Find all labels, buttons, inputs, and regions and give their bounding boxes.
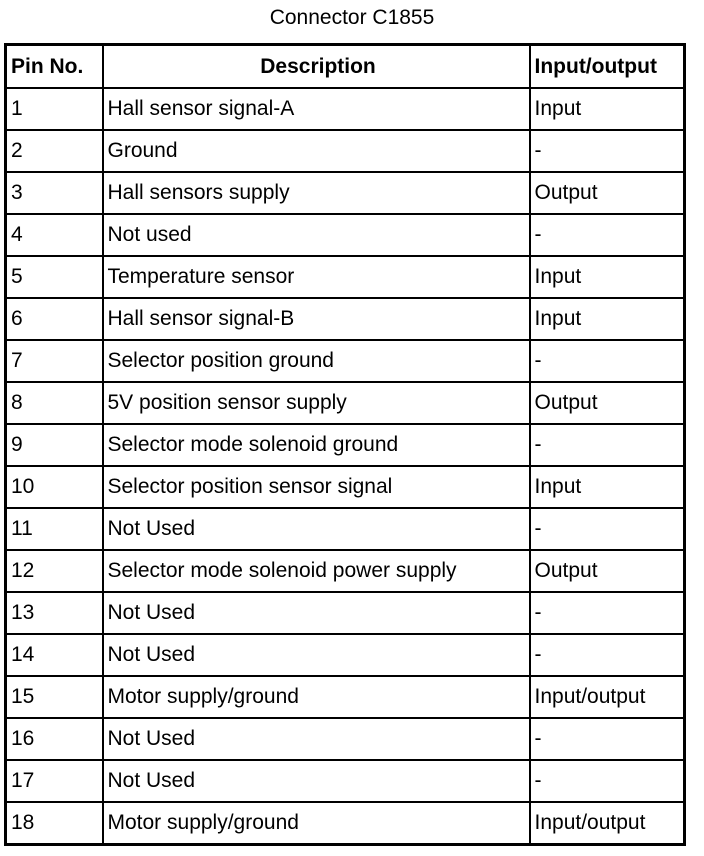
description-cell: Not Used [101, 591, 531, 635]
io-cell: Output [528, 171, 686, 215]
io-cell: Input [528, 87, 686, 131]
description-cell: Selector mode solenoid ground [101, 423, 531, 467]
pin-cell: 3 [4, 171, 104, 215]
table-row: 10 Selector position sensor signal Input [4, 465, 686, 509]
table-row: 5 Temperature sensor Input [4, 255, 686, 299]
table-row: 14 Not Used - [4, 633, 686, 677]
io-cell: - [528, 717, 686, 761]
io-cell: Input [528, 255, 686, 299]
pin-cell: 7 [4, 339, 104, 383]
table-title: Connector C1855 [269, 6, 435, 29]
io-cell: - [528, 591, 686, 635]
description-cell: Selector position ground [101, 339, 531, 383]
io-cell: Input [528, 465, 686, 509]
io-cell: - [528, 759, 686, 803]
pin-cell: 8 [4, 381, 104, 425]
io-cell: - [528, 129, 686, 173]
description-cell: Not used [101, 213, 531, 257]
io-cell: - [528, 423, 686, 467]
table-row: 4 Not used - [4, 213, 686, 257]
description-cell: Not Used [101, 507, 531, 551]
pin-cell: 16 [4, 717, 104, 761]
pin-cell: 12 [4, 549, 104, 593]
table-row: 17 Not Used - [4, 759, 686, 803]
pin-cell: 18 [4, 801, 104, 846]
table-row: 1 Hall sensor signal-A Input [4, 87, 686, 131]
description-cell: Hall sensor signal-A [101, 87, 531, 131]
pin-cell: 17 [4, 759, 104, 803]
io-cell: - [528, 633, 686, 677]
pin-cell: 4 [4, 213, 104, 257]
pin-cell: 15 [4, 675, 104, 719]
table-row: 15 Motor supply/ground Input/output [4, 675, 686, 719]
description-cell: Selector position sensor signal [101, 465, 531, 509]
description-cell: Hall sensor signal-B [101, 297, 531, 341]
description-cell: Selector mode solenoid power supply [101, 549, 531, 593]
table-row: 13 Not Used - [4, 591, 686, 635]
table-row: 6 Hall sensor signal-B Input [4, 297, 686, 341]
table-row: 7 Selector position ground - [4, 339, 686, 383]
description-cell: Motor supply/ground [101, 801, 531, 846]
description-cell: Not Used [101, 759, 531, 803]
table-row: 12 Selector mode solenoid power supply Out… [4, 549, 686, 593]
header-pin: Pin No. [4, 43, 104, 89]
io-cell: - [528, 213, 686, 257]
connector-pin-table: Pin No. Description Input/output 1 Hall s… [4, 43, 686, 846]
table-row: 18 Motor supply/ground Input/output [4, 801, 686, 846]
pin-cell: 10 [4, 465, 104, 509]
table-row: 3 Hall sensors supply Output [4, 171, 686, 215]
description-cell: Not Used [101, 633, 531, 677]
pin-cell: 1 [4, 87, 104, 131]
io-cell: - [528, 507, 686, 551]
pin-cell: 6 [4, 297, 104, 341]
pin-cell: 5 [4, 255, 104, 299]
io-cell: Input [528, 297, 686, 341]
description-cell: Ground [101, 129, 531, 173]
io-cell: Input/output [528, 675, 686, 719]
description-cell: 5V position sensor supply [101, 381, 531, 425]
table-row: 16 Not Used - [4, 717, 686, 761]
table-row: 8 5V position sensor supply Output [4, 381, 686, 425]
io-cell: - [528, 339, 686, 383]
table-row: 2 Ground - [4, 129, 686, 173]
description-cell: Motor supply/ground [101, 675, 531, 719]
header-row: Pin No. Description Input/output [4, 43, 686, 89]
pin-cell: 2 [4, 129, 104, 173]
io-cell: Output [528, 381, 686, 425]
description-cell: Temperature sensor [101, 255, 531, 299]
io-cell: Output [528, 549, 686, 593]
header-description: Description [101, 43, 531, 89]
pin-cell: 11 [4, 507, 104, 551]
pin-cell: 14 [4, 633, 104, 677]
table-row: 11 Not Used - [4, 507, 686, 551]
pin-cell: 13 [4, 591, 104, 635]
description-cell: Not Used [101, 717, 531, 761]
table-row: 9 Selector mode solenoid ground - [4, 423, 686, 467]
description-cell: Hall sensors supply [101, 171, 531, 215]
pin-cell: 9 [4, 423, 104, 467]
io-cell: Input/output [528, 801, 686, 846]
header-io: Input/output [528, 43, 686, 89]
